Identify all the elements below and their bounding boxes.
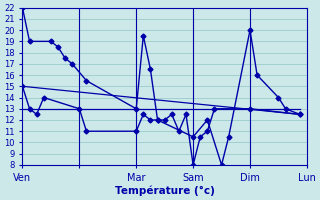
X-axis label: Température (°c): Température (°c) xyxy=(115,185,215,196)
